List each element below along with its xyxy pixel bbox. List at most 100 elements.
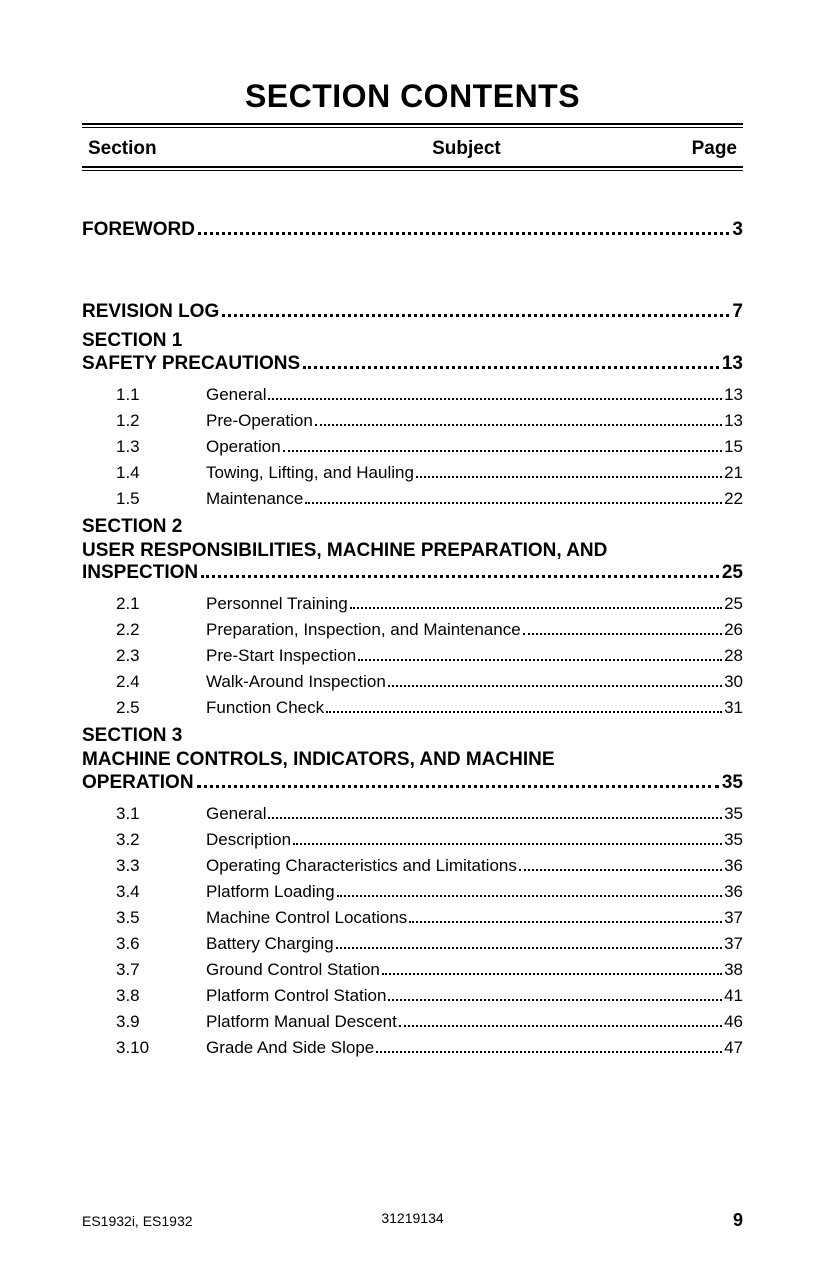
- toc-leader-dots: [523, 623, 722, 635]
- toc-sub-num: 3.9: [116, 1012, 206, 1032]
- toc-page: 25: [722, 562, 743, 584]
- toc-sub-num: 2.1: [116, 594, 206, 614]
- toc-section-number: SECTION 3: [82, 724, 743, 748]
- toc-sub-label: Grade And Side Slope: [206, 1038, 374, 1058]
- toc-sub-num: 3.5: [116, 908, 206, 928]
- top-rule: [82, 123, 743, 128]
- spacer: [82, 247, 743, 301]
- column-headers: Section Subject Page: [82, 134, 743, 166]
- toc-label: REVISION LOG: [82, 301, 219, 323]
- toc-sub-num: 2.5: [116, 698, 206, 718]
- toc-sub-row: 1.2Pre-Operation 13: [82, 411, 743, 431]
- toc-sub-num: 2.4: [116, 672, 206, 692]
- toc-sub-num: 1.2: [116, 411, 206, 431]
- toc-leader-dots: [201, 565, 719, 578]
- toc-leader-dots: [399, 1015, 722, 1027]
- toc-sub-label: Preparation, Inspection, and Maintenance: [206, 620, 521, 640]
- toc-section-title-line: MACHINE CONTROLS, INDICATORS, AND MACHIN…: [82, 748, 743, 772]
- toc-sub-page: 30: [724, 672, 743, 692]
- toc-sub-num: 2.3: [116, 646, 206, 666]
- toc-leader-dots: [376, 1041, 722, 1053]
- toc-sub-num: 1.1: [116, 385, 206, 405]
- toc-sub-row: 1.1General 13: [82, 385, 743, 405]
- toc-major-row: INSPECTION25: [82, 562, 743, 584]
- toc-section-title-line: USER RESPONSIBILITIES, MACHINE PREPARATI…: [82, 539, 743, 563]
- toc-sub-label: Pre-Operation: [206, 411, 313, 431]
- toc-sub-num: 3.7: [116, 960, 206, 980]
- footer-model: ES1932i, ES1932: [82, 1213, 193, 1229]
- toc-leader-dots: [303, 355, 719, 368]
- toc-sub-page: 46: [724, 1012, 743, 1032]
- toc-page: 3: [732, 219, 743, 241]
- toc-leader-dots: [305, 492, 722, 504]
- toc-sub-page: 22: [724, 489, 743, 509]
- toc-sub-label: Description: [206, 830, 291, 850]
- toc-sub-row: 3.7Ground Control Station38: [82, 960, 743, 980]
- toc-sub-row: 3.8Platform Control Station41: [82, 986, 743, 1006]
- toc-sub-row: 3.2Description 35: [82, 830, 743, 850]
- toc-sub-num: 3.8: [116, 986, 206, 1006]
- toc-sub-page: 47: [724, 1038, 743, 1058]
- toc-sub-row: 2.3Pre-Start Inspection28: [82, 646, 743, 666]
- toc-sub-page: 26: [724, 620, 743, 640]
- toc-sub-row: 3.9Platform Manual Descent 46: [82, 1012, 743, 1032]
- toc-leader-dots: [416, 466, 722, 478]
- toc-section-number: SECTION 2: [82, 515, 743, 539]
- toc-sub-num: 2.2: [116, 620, 206, 640]
- page-title: SECTION CONTENTS: [82, 78, 743, 115]
- toc-label: OPERATION: [82, 772, 194, 794]
- toc-page: 13: [722, 353, 743, 375]
- toc-sub-page: 35: [724, 830, 743, 850]
- toc-sub-row: 1.4Towing, Lifting, and Hauling21: [82, 463, 743, 483]
- toc-sub-num: 3.2: [116, 830, 206, 850]
- toc-sub-label: Personnel Training: [206, 594, 348, 614]
- toc-sub-page: 38: [724, 960, 743, 980]
- toc-leader-dots: [283, 440, 722, 452]
- toc-major-row: SAFETY PRECAUTIONS 13: [82, 353, 743, 375]
- toc-page: 7: [732, 301, 743, 323]
- toc-sub-label: Walk-Around Inspection: [206, 672, 386, 692]
- toc-major-row: FOREWORD 3: [82, 219, 743, 241]
- toc-sub-num: 3.1: [116, 804, 206, 824]
- toc-label: SAFETY PRECAUTIONS: [82, 353, 300, 375]
- toc-sub-page: 31: [724, 698, 743, 718]
- toc-sub-label: Towing, Lifting, and Hauling: [206, 463, 414, 483]
- toc-sub-label: Pre-Start Inspection: [206, 646, 356, 666]
- toc-section-head: SECTION 3MACHINE CONTROLS, INDICATORS, A…: [82, 724, 743, 794]
- toc-sub-page: 35: [724, 804, 743, 824]
- toc-leader-dots: [222, 304, 729, 317]
- toc-sub-label: Function Check: [206, 698, 324, 718]
- toc-sub-row: 3.1General 35: [82, 804, 743, 824]
- toc-sub-num: 3.10: [116, 1038, 206, 1058]
- toc-sub-page: 36: [724, 882, 743, 902]
- toc-sub-label: Operating Characteristics and Limitation…: [206, 856, 517, 876]
- toc-sub-row: 3.5Machine Control Locations 37: [82, 908, 743, 928]
- toc-sub-page: 36: [724, 856, 743, 876]
- toc-sub-label: General: [206, 385, 266, 405]
- toc-leader-dots: [268, 388, 722, 400]
- toc-sub-label: Platform Loading: [206, 882, 335, 902]
- toc-sub-page: 15: [724, 437, 743, 457]
- toc-sub-page: 37: [724, 908, 743, 928]
- toc-sub-label: General: [206, 804, 266, 824]
- col-subject: Subject: [296, 138, 608, 160]
- toc-leader-dots: [326, 701, 722, 713]
- toc-sub-page: 13: [724, 385, 743, 405]
- toc-leader-dots: [315, 414, 722, 426]
- toc-sub-label: Machine Control Locations: [206, 908, 407, 928]
- toc-sub-label: Maintenance: [206, 489, 303, 509]
- toc-leader-dots: [388, 989, 722, 1001]
- toc-sub-num: 1.5: [116, 489, 206, 509]
- page-footer: ES1932i, ES1932 31219134 9: [82, 1210, 743, 1231]
- toc-sub-row: 3.4Platform Loading 36: [82, 882, 743, 902]
- toc-major-row: REVISION LOG 7: [82, 301, 743, 323]
- toc-sub-label: Platform Manual Descent: [206, 1012, 397, 1032]
- toc-label: FOREWORD: [82, 219, 195, 241]
- toc-sub-page: 41: [724, 986, 743, 1006]
- toc-sub-label: Battery Charging: [206, 934, 334, 954]
- toc-major-row: OPERATION35: [82, 772, 743, 794]
- toc-sub-page: 13: [724, 411, 743, 431]
- toc-sub-num: 3.4: [116, 882, 206, 902]
- toc-sub-row: 3.3Operating Characteristics and Limitat…: [82, 856, 743, 876]
- toc-sub-row: 2.4Walk-Around Inspection 30: [82, 672, 743, 692]
